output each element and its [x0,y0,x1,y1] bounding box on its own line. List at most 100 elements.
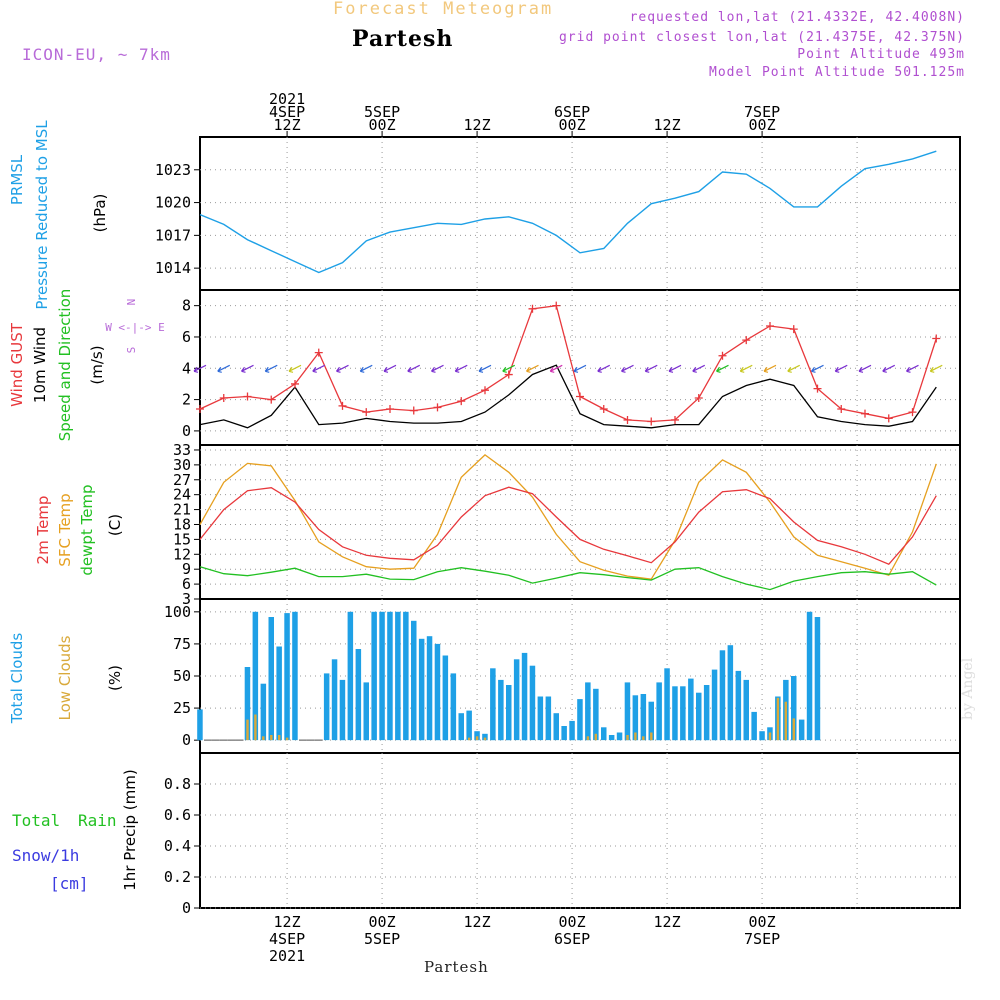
precip-snow-label: Snow/1h [12,846,79,865]
chart-title: Forecast Meteogram [333,0,554,19]
wind-direction-arrow [692,364,706,373]
total-cloud-bar [450,673,457,741]
wind-direction-arrow [336,364,349,373]
temp-sfc-label: SFC Temp [56,493,74,566]
y-tick-label-temperature: 9 [182,560,191,578]
total-cloud-bar [791,676,797,741]
location-name: Partesh [352,26,454,52]
pressure-line [199,150,937,274]
low-clouds-label: Low Clouds [56,635,74,720]
y-tick-label-wind: 6 [182,328,191,346]
wind-gust-label: Wind GUST [8,322,26,407]
wind-direction-arrow [929,364,943,373]
wind-direction-arrow [264,364,278,373]
y-tick-label-temperature: 33 [173,441,191,459]
total-cloud-bar [323,673,330,741]
model-altitude: Model Point Altitude 501.125m [709,65,965,80]
wind-gust-point [599,404,608,413]
y-tick-label-pressure: 1017 [155,226,191,244]
low-cloud-bar [246,719,249,741]
total-cloud-bar [506,685,512,741]
total-cloud-bar [466,710,472,741]
y-tick-label-wind: 8 [182,297,191,315]
wind-direction-arrow [502,364,516,373]
wind-gust-point [338,401,347,410]
low-cloud-bar [483,737,487,741]
y-tick-label-temperature: 3 [182,590,191,608]
wind-gust-point [861,409,869,418]
total-cloud-bar [656,682,662,741]
wind-gust-point [481,386,489,395]
wind-gust-point [718,351,727,360]
y-tick-label-precip: 0.4 [164,837,191,855]
time-label-top: 7SEP [744,103,780,121]
wind-direction-arrow [739,364,753,373]
time-label-top: 12Z [654,116,681,134]
wind-gust-point [813,384,822,393]
time-label-bottom: 12Z [464,913,491,931]
pressure-label-msl: Pressure Reduced to MSL [33,120,51,310]
wind-gust-line [199,304,937,423]
total-cloud-bar [537,696,544,741]
low-cloud-bar [285,737,289,741]
total-cloud-bar [814,617,821,741]
low-cloud-bar [776,697,780,741]
time-label-bottom: 4SEP [269,930,305,948]
low-cloud-bar [594,733,597,741]
time-label-bottom: 5SEP [364,930,400,948]
total-cloud-bar [593,688,599,741]
total-cloud-bar [260,683,267,741]
precip-unit-label: 1hr Precip (mm) [121,769,139,890]
total-cloud-bar [798,719,805,741]
total-cloud-bar [648,701,654,741]
wind-gust-point [196,404,204,413]
precip-total-label: Total [12,811,60,830]
wind-direction-arrow [312,364,326,373]
compass-north: N [125,299,138,306]
dewpt-temp-line [199,566,937,591]
wind-direction-arrow [858,364,872,373]
time-label-bottom: 2021 [269,947,305,965]
total-cloud-bar [664,668,670,741]
y-tick-label-pressure: 1020 [155,194,191,212]
low-cloud-bar [262,736,265,741]
total-cloud-bar [252,611,259,741]
total-cloud-bar [418,638,425,741]
wind-direction-label: Speed and Direction [56,289,74,442]
precip-rain-label: Rain [78,811,117,830]
time-label-top: 00Z [369,116,396,134]
total-cloud-bar [387,611,393,741]
low-cloud-bar [642,736,645,741]
total-cloud-bar [442,655,449,741]
total-cloud-bar [284,613,290,741]
total-cloud-bar [268,617,274,741]
time-label-bottom: 00Z [369,913,396,931]
panel-frame-temperature [199,444,961,600]
total-cloud-bar [719,650,726,741]
time-label-bottom: 12Z [274,913,301,931]
wind-gust-point [243,392,252,401]
low-cloud-bar [768,732,772,741]
y-tick-label-clouds: 100 [164,603,191,621]
total-cloud-bar [640,694,647,741]
y-tick-label-temperature: 21 [173,501,191,519]
total-cloud-bar [197,709,203,741]
total-cloud-bar [577,699,583,741]
precip-cm-label: [cm] [50,874,89,893]
wind-gust-point [409,406,418,415]
sfc-temp-line [199,454,937,580]
pressure-label-prmsl: PRMSL [8,154,26,205]
wind-gust-point [789,325,798,334]
wind-gust-point [908,408,917,417]
total-cloud-bar [244,667,251,741]
y-tick-label-clouds: 0 [182,731,191,749]
y-tick-label-wind: 0 [182,422,191,440]
wind-gust-point [576,392,584,401]
total-cloud-bar [498,679,504,741]
wind-direction-arrow [882,364,896,373]
y-tick-label-clouds: 25 [173,699,191,717]
total-cloud-bar [632,695,639,741]
wind-direction-arrow [454,364,468,373]
time-label-top: 2021 [269,90,305,108]
